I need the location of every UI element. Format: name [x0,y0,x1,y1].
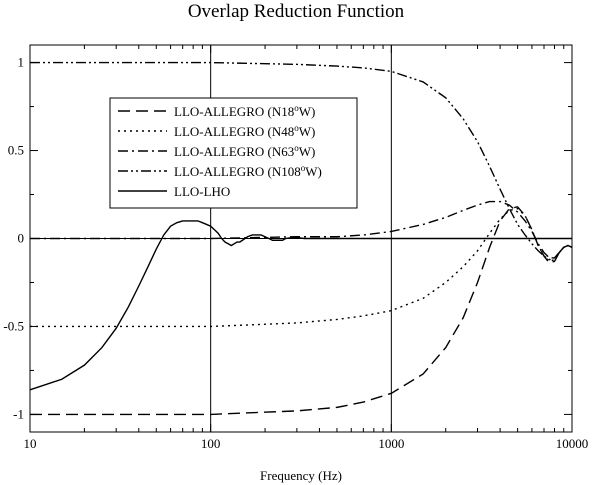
axis-ticks [29,45,573,432]
series-line-5 [29,220,572,391]
x-tick-label: 10 [24,436,37,451]
legend-label-sup: o [301,163,306,173]
axis-tick-labels: 10 100 1000 10000 -1 -0.5 0 0.5 1 [3,55,588,451]
y-tick-label: -0.5 [3,318,24,333]
legend-label: LLO-LHO [174,184,230,199]
y-tick-label: -1 [13,406,24,421]
legend-label-main: LLO-ALLEGRO (N48 [174,124,294,139]
legend-label: LLO-ALLEGRO (N63oW) [174,143,315,159]
legend-label-main: LLO-LHO [174,184,230,199]
y-tick-label: 1 [18,55,25,70]
legend: LLO-ALLEGRO (N18oW)LLO-ALLEGRO (N48oW)LL… [109,97,358,209]
legend-label-main: LLO-ALLEGRO (N63 [174,144,294,159]
legend-label-tail: W) [305,164,322,179]
legend-label-sup: o [294,123,299,133]
legend-label-main: LLO-ALLEGRO (N108 [174,164,301,179]
legend-label-main: LLO-ALLEGRO (N18 [174,104,294,119]
x-tick-label: 1000 [378,436,404,451]
series-lines [29,61,573,416]
series-line-2 [30,207,573,328]
legend-box [109,97,358,209]
legend-label-tail: W) [299,144,316,159]
series-line-1 [30,206,573,416]
legend-label-sup: o [294,143,299,153]
chart-title: Overlap Reduction Function [188,1,405,22]
x-tick-label: 100 [201,436,221,451]
legend-label-tail: W) [299,124,316,139]
legend-label-tail: W) [299,104,316,119]
x-tick-label: 10000 [556,436,589,451]
y-tick-label: 0.5 [8,143,24,158]
series-line-4 [30,61,573,261]
legend-label-sup: o [294,103,299,113]
legend-label: LLO-ALLEGRO (N48oW) [174,123,315,139]
legend-label: LLO-ALLEGRO (N108oW) [174,163,322,179]
series-line-3 [30,200,573,259]
y-tick-label: 0 [18,231,25,246]
x-axis-label: Frequency (Hz) [260,468,342,483]
legend-label: LLO-ALLEGRO (N18oW) [174,103,315,119]
